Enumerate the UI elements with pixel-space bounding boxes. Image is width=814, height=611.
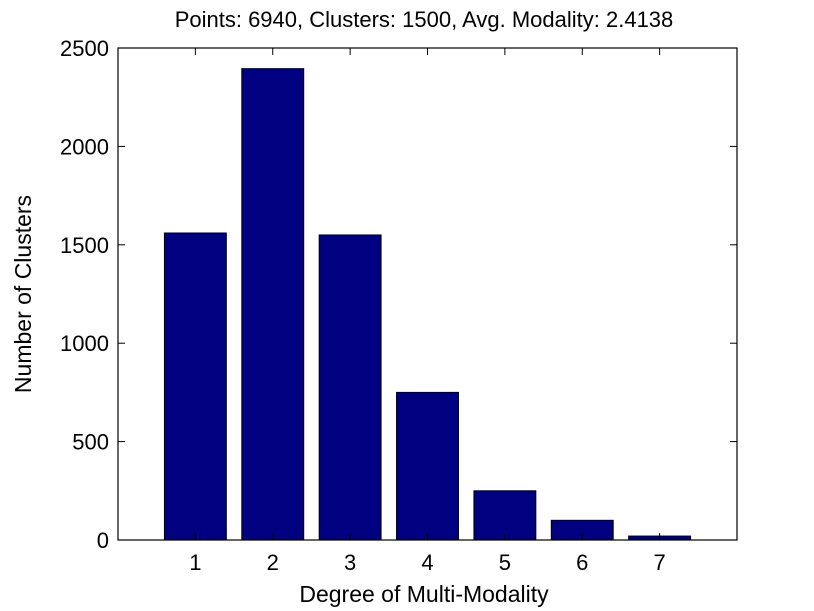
y-tick-label-2000: 2000 <box>60 134 109 159</box>
x-tick-label-6: 6 <box>576 550 588 575</box>
y-axis-ticks: 0 500 1000 1500 2000 2500 <box>60 36 737 553</box>
bar-1 <box>163 232 227 541</box>
x-tick-label-1: 1 <box>189 550 201 575</box>
bars-group <box>163 68 692 541</box>
x-tick-label-3: 3 <box>344 550 356 575</box>
x-axis-label: Degree of Multi-Modality <box>299 581 549 607</box>
x-axis-ticks: 1 2 3 4 5 6 7 <box>189 48 666 575</box>
y-tick-label-0: 0 <box>97 528 109 553</box>
x-tick-label-4: 4 <box>421 550 433 575</box>
bar-5 <box>473 490 537 541</box>
chart-title: Points: 6940, Clusters: 1500, Avg. Modal… <box>175 7 674 32</box>
x-tick-label-7: 7 <box>654 550 666 575</box>
y-tick-label-2500: 2500 <box>60 36 109 61</box>
y-tick-label-500: 500 <box>72 430 109 455</box>
bar-4 <box>396 391 459 541</box>
x-tick-label-5: 5 <box>499 550 511 575</box>
bar-2 <box>241 68 305 541</box>
y-axis-label: Number of Clusters <box>10 195 36 393</box>
y-tick-label-1000: 1000 <box>60 331 109 356</box>
y-tick-label-1500: 1500 <box>60 233 109 258</box>
x-tick-label-2: 2 <box>267 550 279 575</box>
bar-3 <box>318 234 382 541</box>
